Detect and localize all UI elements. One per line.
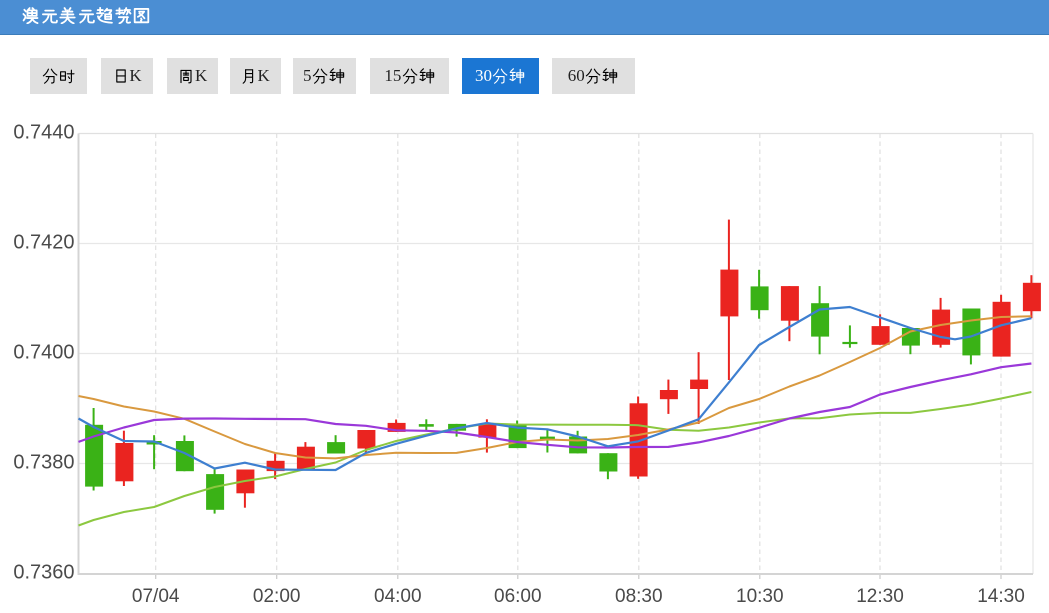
svg-text:04:00: 04:00 <box>374 586 422 607</box>
svg-text:12:30: 12:30 <box>856 586 904 607</box>
svg-text:0.7360: 0.7360 <box>13 562 74 584</box>
svg-text:02:00: 02:00 <box>253 586 301 607</box>
svg-text:0.7420: 0.7420 <box>13 232 74 254</box>
svg-text:06:00: 06:00 <box>494 586 542 607</box>
svg-text:07/04: 07/04 <box>132 586 180 607</box>
svg-text:08:30: 08:30 <box>615 586 663 607</box>
svg-text:0.7400: 0.7400 <box>13 342 74 364</box>
svg-text:0.7440: 0.7440 <box>13 122 74 144</box>
svg-text:0.7380: 0.7380 <box>13 452 74 474</box>
svg-text:14:30: 14:30 <box>977 586 1025 607</box>
svg-text:10:30: 10:30 <box>736 586 784 607</box>
